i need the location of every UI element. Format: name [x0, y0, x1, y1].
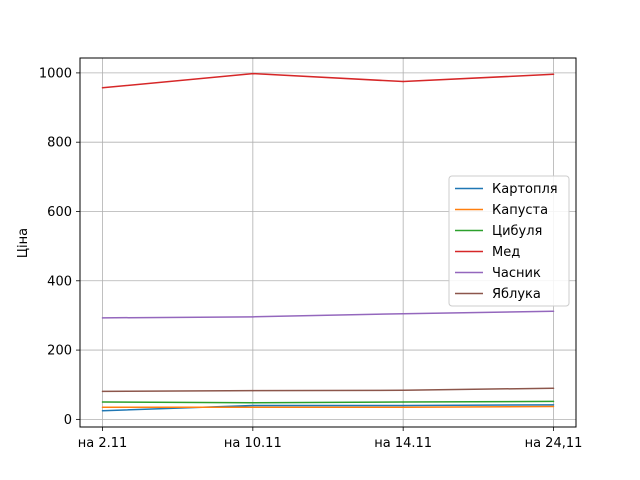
- y-tick-label: 200: [47, 344, 72, 359]
- data-point: [402, 80, 404, 83]
- data-point: [252, 406, 254, 409]
- legend-box: [448, 175, 570, 307]
- data-point: [101, 87, 104, 89]
- series-line: [102, 405, 554, 409]
- x-tick-label: на 10.11: [224, 436, 282, 451]
- y-tick-label: 800: [47, 136, 72, 151]
- data-point: [252, 316, 254, 318]
- legend-label: Часник: [492, 266, 541, 281]
- series-lines: [101, 72, 555, 412]
- legend-label: Яблука: [492, 287, 541, 302]
- y-tick-label: 400: [47, 274, 72, 289]
- data-point: [101, 401, 104, 403]
- data-point: [252, 404, 254, 407]
- data-point: [402, 406, 404, 409]
- legend-label: Цибуля: [492, 224, 542, 239]
- plot-frame: [79, 57, 577, 428]
- data-point: [552, 405, 555, 408]
- y-axis-label: Ціна: [16, 228, 31, 258]
- y-tick-label: 0: [64, 413, 72, 428]
- data-point: [252, 72, 254, 75]
- data-point: [552, 73, 555, 76]
- y-tick-label: 600: [47, 205, 72, 220]
- data-point: [552, 400, 555, 403]
- series-line: [102, 310, 554, 319]
- data-point: [101, 409, 104, 412]
- x-tick-label: на 24,11: [525, 436, 583, 451]
- data-point: [252, 389, 254, 392]
- data-point: [101, 390, 104, 393]
- data-point: [402, 389, 404, 392]
- x-tick-label: на 2.11: [78, 436, 128, 451]
- axis-ticks: на 2.11 на 10.11 на 14.11 на 24,11 0 200 400 60…: [39, 66, 583, 451]
- data-point: [552, 310, 555, 313]
- data-point: [402, 312, 404, 315]
- data-point: [552, 387, 555, 389]
- y-tick-label: 1000: [39, 66, 72, 81]
- data-point: [252, 401, 254, 404]
- legend-label: Капуста: [492, 203, 548, 218]
- series-line: [102, 72, 554, 89]
- data-point: [101, 317, 104, 319]
- legend-label: Мед: [492, 245, 520, 260]
- data-point: [552, 404, 555, 406]
- data-point: [101, 406, 104, 409]
- x-tick-label: на 14.11: [374, 436, 432, 451]
- series-line: [102, 387, 554, 393]
- legend: Картопля Капуста Цибуля Мед Часник Яблука: [448, 175, 570, 307]
- legend-label: Картопля: [492, 182, 558, 197]
- series-line: [102, 404, 554, 412]
- data-point: [402, 401, 404, 403]
- data-point: [402, 404, 404, 407]
- series-line: [102, 400, 554, 404]
